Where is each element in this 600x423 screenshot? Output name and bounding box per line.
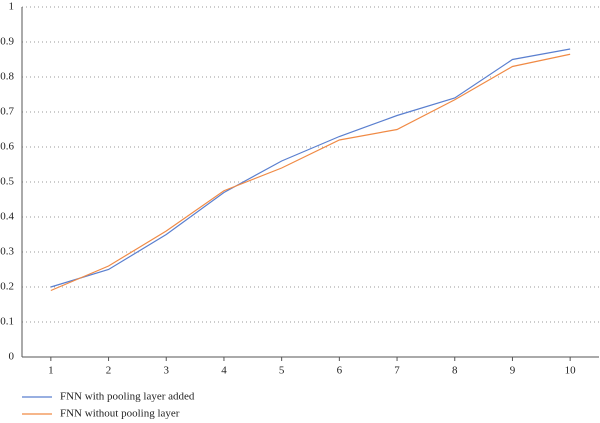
y-tick-label: 0.9 (0, 36, 14, 48)
y-tick-label: 1 (9, 1, 15, 13)
x-tick-label: 3 (164, 365, 170, 377)
x-tick-label: 8 (452, 365, 458, 377)
y-tick-label: 0.5 (0, 176, 14, 188)
x-tick-label: 9 (510, 365, 516, 377)
y-tick-label: 0.1 (0, 316, 14, 328)
y-tick-label: 0.3 (0, 246, 14, 258)
x-tick-label: 5 (279, 365, 285, 377)
y-tick-label: 0.8 (0, 71, 14, 83)
y-tick-label: 0.2 (0, 281, 14, 293)
x-tick-label: 4 (221, 365, 227, 377)
series-line (50, 48, 571, 288)
y-tick-label: 0.6 (0, 141, 14, 153)
x-tick-label: 7 (394, 365, 400, 377)
y-tick-label: 0.4 (0, 211, 14, 223)
y-tick-label: 0 (9, 351, 15, 363)
y-tick-label: 0.7 (0, 106, 14, 118)
x-tick-label: 2 (106, 365, 112, 377)
x-tick-label: 6 (337, 365, 343, 377)
x-tick-label: 10 (565, 365, 577, 377)
series-line (50, 53, 571, 292)
legend-label: FNN with pooling layer added (60, 391, 195, 403)
x-tick-label: 1 (48, 365, 54, 377)
legend-label: FNN without pooling layer (60, 408, 180, 420)
